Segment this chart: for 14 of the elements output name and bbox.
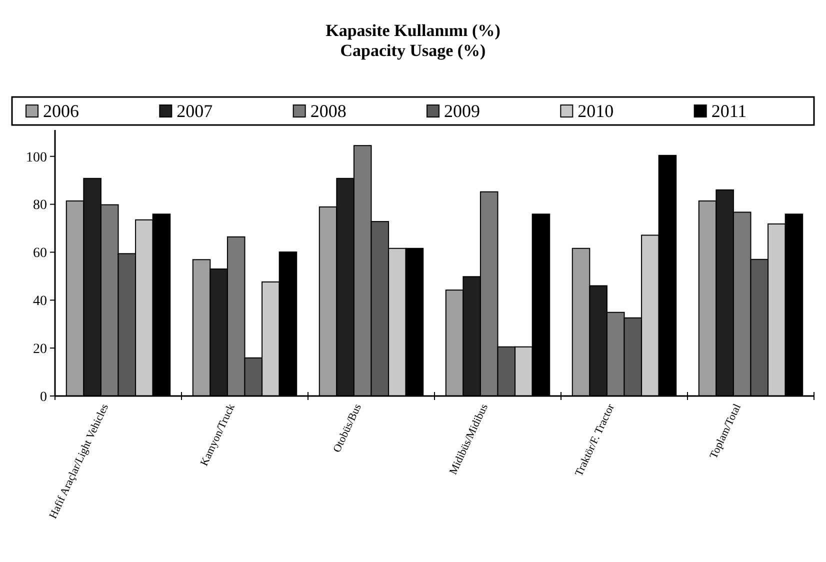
chart-subtitle: Capacity Usage (%): [340, 41, 486, 60]
legend-label: 2011: [711, 101, 747, 121]
legend-label: 2008: [310, 101, 346, 121]
legend-label: 2009: [444, 101, 480, 121]
y-tick-label: 100: [26, 150, 47, 166]
legend-label: 2007: [176, 101, 213, 121]
y-tick-label: 80: [33, 198, 47, 214]
y-tick-label: 20: [33, 342, 47, 357]
legend-label: 2006: [43, 101, 79, 121]
y-tick-label: 60: [33, 246, 47, 262]
y-tick-label: 40: [33, 294, 47, 310]
chart-title: Kapasite Kullanımı (%): [326, 21, 500, 40]
y-tick-label: 0: [40, 390, 47, 405]
legend-label: 2010: [578, 101, 614, 121]
